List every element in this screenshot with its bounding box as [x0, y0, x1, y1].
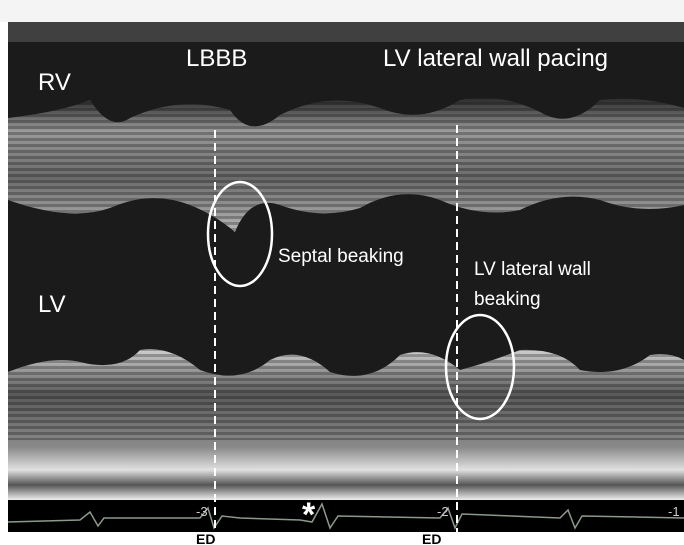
annotation: LV lateral wall: [474, 259, 591, 280]
ed-label: ED: [196, 531, 215, 545]
label: LBBB: [186, 45, 247, 72]
ed-label: ED: [422, 531, 441, 545]
ecg-marker: -2: [437, 504, 449, 519]
annotation: beaking: [474, 289, 541, 310]
label: RV: [38, 69, 71, 96]
ecg-marker: -1: [668, 504, 680, 519]
bottom-margin: [0, 532, 684, 545]
label: LV lateral wall pacing: [383, 45, 608, 72]
ecg-marker: -3: [196, 504, 208, 519]
top-margin: [0, 0, 684, 22]
echo-image: LBBB LV lateral wall pacing RV LV Septal…: [0, 0, 684, 545]
annotation: Septal beaking: [278, 246, 404, 267]
label: LV: [38, 291, 66, 318]
star: *: [302, 496, 316, 534]
top-band: [8, 22, 684, 42]
